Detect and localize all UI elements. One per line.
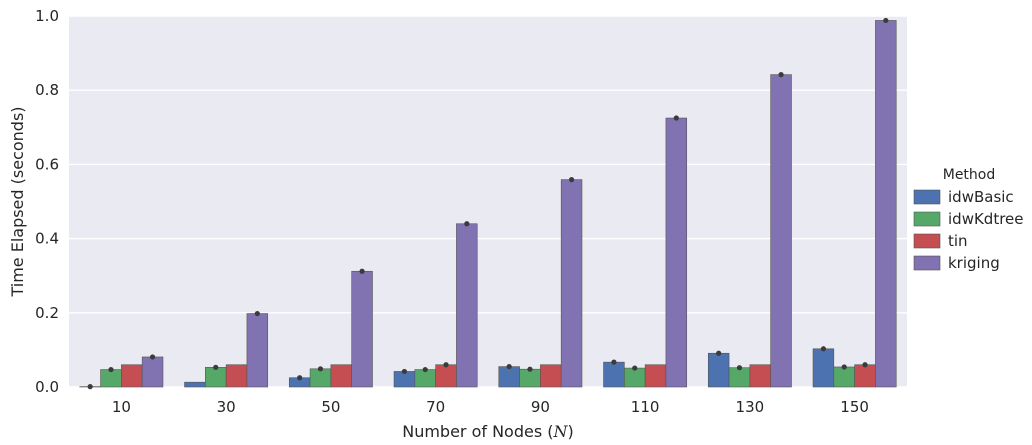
error-point-idwBasic-130 (716, 351, 721, 356)
error-point-idwBasic-110 (611, 360, 616, 365)
bar-idwKdtree-10 (101, 370, 122, 387)
x-tick-label: 30 (217, 398, 236, 416)
y-tick-label: 1.0 (35, 7, 59, 25)
bar-tin-10 (121, 365, 142, 387)
legend: Method idwBasic idwKdtree tin kriging (914, 167, 1024, 272)
error-point-kriging-50 (359, 269, 364, 274)
error-point-idwKdtree-90 (527, 367, 532, 372)
bar-kriging-30 (247, 314, 268, 387)
bar-tin-30 (226, 365, 247, 387)
legend-title: Method (943, 167, 996, 183)
legend-swatch-kriging (914, 256, 940, 270)
bar-kriging-70 (456, 224, 477, 387)
error-point-idwBasic-150 (821, 346, 826, 351)
bar-kriging-130 (771, 75, 792, 387)
bar-idwBasic-30 (185, 382, 206, 387)
bar-idwKdtree-30 (205, 367, 226, 387)
legend-items: idwBasic idwKdtree tin kriging (914, 188, 1024, 272)
legend-label-idwBasic: idwBasic (948, 188, 1014, 206)
bar-idwKdtree-130 (729, 368, 750, 387)
bar-idwKdtree-50 (310, 369, 331, 387)
y-tick-label: 0.0 (35, 378, 59, 396)
error-point-kriging-70 (464, 221, 469, 226)
error-point-kriging-30 (255, 311, 260, 316)
legend-swatch-tin (914, 234, 940, 248)
y-axis-label: Time Elapsed (seconds) (8, 106, 27, 297)
x-axis-label-close: ) (568, 422, 574, 441)
bar-kriging-50 (352, 271, 373, 387)
bar-idwKdtree-70 (415, 370, 436, 387)
error-point-idwKdtree-50 (318, 366, 323, 371)
x-tick-label: 90 (531, 398, 550, 416)
bar-kriging-150 (875, 20, 896, 387)
bar-idwKdtree-110 (624, 368, 645, 387)
x-tick-label: 150 (840, 398, 869, 416)
bar-kriging-10 (142, 357, 163, 387)
error-point-kriging-10 (150, 354, 155, 359)
bar-idwKdtree-150 (834, 367, 855, 387)
error-point-idwBasic-50 (297, 375, 302, 380)
bar-tin-70 (436, 365, 457, 387)
error-point-idwKdtree-30 (213, 365, 218, 370)
error-point-idwKdtree-130 (737, 365, 742, 370)
error-point-idwKdtree-10 (108, 367, 113, 372)
x-axis-label-symbol: N (553, 422, 569, 441)
legend-swatch-idwBasic (914, 190, 940, 204)
bar-tin-110 (645, 365, 666, 387)
bar-idwBasic-130 (708, 353, 729, 387)
error-point-idwKdtree-70 (423, 367, 428, 372)
error-point-idwBasic-90 (507, 364, 512, 369)
x-tick-label: 130 (736, 398, 765, 416)
error-point-tin-70 (443, 362, 448, 367)
x-tick-labels: 10 30 50 70 90 110 130 150 (112, 398, 869, 416)
error-point-tin-150 (862, 362, 867, 367)
legend-swatch-idwKdtree (914, 212, 940, 226)
x-tick-label: 50 (321, 398, 340, 416)
bar-idwBasic-110 (604, 362, 625, 387)
y-tick-labels: 0.0 0.2 0.4 0.6 0.8 1.0 (35, 7, 59, 396)
error-point-kriging-90 (569, 177, 574, 182)
bar-kriging-110 (666, 118, 687, 387)
error-point-idwKdtree-150 (842, 364, 847, 369)
y-tick-label: 0.4 (35, 230, 59, 248)
bar-tin-90 (540, 365, 561, 387)
error-point-kriging-110 (674, 115, 679, 120)
y-tick-label: 0.8 (35, 81, 59, 99)
x-axis-label: Number of Nodes (N) (402, 422, 574, 441)
bar-idwBasic-150 (813, 349, 834, 387)
x-axis-label-text: Number of Nodes ( (402, 422, 553, 441)
bar-tin-50 (331, 365, 352, 387)
error-point-kriging-130 (778, 72, 783, 77)
bar-idwBasic-90 (499, 367, 520, 387)
legend-label-idwKdtree: idwKdtree (948, 210, 1024, 228)
x-tick-label: 10 (112, 398, 131, 416)
bar-idwKdtree-90 (520, 369, 541, 387)
legend-label-tin: tin (948, 232, 968, 250)
legend-label-kriging: kriging (948, 254, 1000, 272)
x-tick-label: 70 (426, 398, 445, 416)
y-tick-label: 0.2 (35, 304, 59, 322)
error-point-kriging-150 (883, 18, 888, 23)
bar-tin-150 (855, 365, 876, 387)
bar-kriging-90 (561, 180, 582, 387)
error-point-idwKdtree-110 (632, 365, 637, 370)
bar-tin-130 (750, 365, 771, 387)
x-tick-label: 110 (631, 398, 660, 416)
error-point-idwBasic-70 (402, 369, 407, 374)
error-point-idwBasic-10 (88, 384, 93, 389)
y-tick-label: 0.6 (35, 155, 59, 173)
